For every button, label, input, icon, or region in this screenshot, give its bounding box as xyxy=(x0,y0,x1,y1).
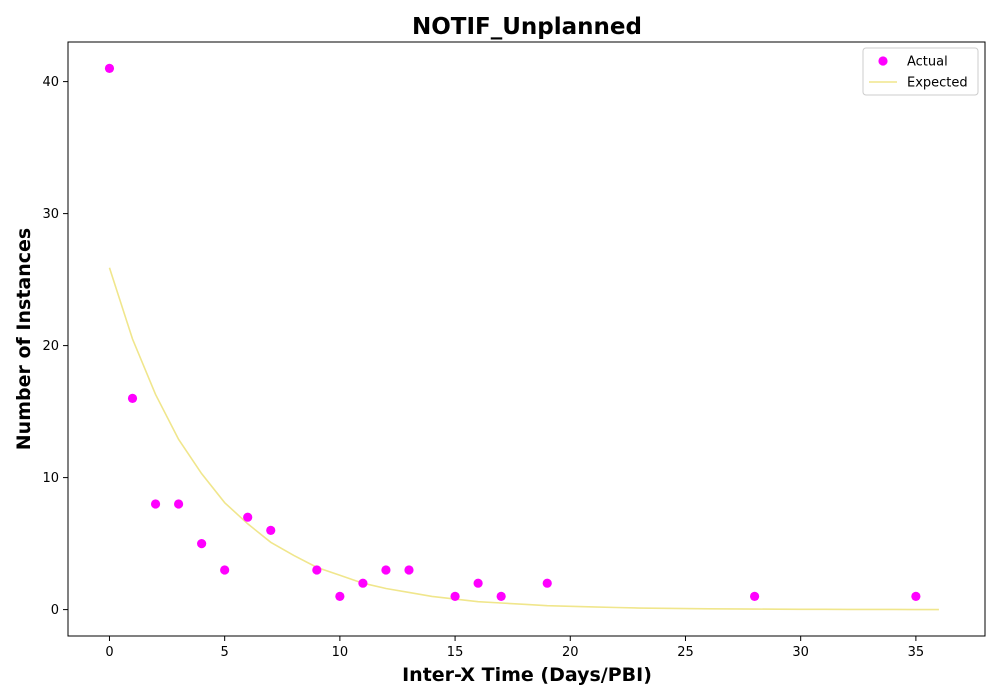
y-tick-label-20: 20 xyxy=(42,339,59,354)
x-tick-label-5: 5 xyxy=(221,645,229,660)
actual-point-6 xyxy=(243,512,253,522)
actual-point-12 xyxy=(404,565,414,575)
y-tick-label-30: 30 xyxy=(42,207,59,222)
expected-line xyxy=(108,267,939,611)
actual-point-7 xyxy=(266,525,276,536)
actual-point-9 xyxy=(335,591,345,602)
plot-area: 0 5 10 15 20 25 30 35 0 10 20 30 40 Actual Expected xyxy=(42,41,986,660)
x-axis-label: Inter-X Time (Days/PBI) xyxy=(402,664,652,686)
actual-point-1 xyxy=(127,393,138,403)
y-tick-label-10: 10 xyxy=(42,471,59,486)
actual-point-15 xyxy=(496,591,506,602)
actual-point-2 xyxy=(150,499,161,509)
actual-point-14 xyxy=(473,578,483,588)
x-tick-label-25: 25 xyxy=(677,645,694,660)
legend-marker-actual xyxy=(878,56,888,66)
actual-point-17 xyxy=(750,591,760,602)
actual-point-8 xyxy=(312,565,322,575)
actual-point-11 xyxy=(381,565,391,575)
x-tick-label-30: 30 xyxy=(792,645,809,660)
actual-point-18 xyxy=(911,591,921,602)
y-tick-label-40: 40 xyxy=(42,75,59,90)
actual-point-5 xyxy=(220,565,230,575)
plot-frame xyxy=(67,41,986,637)
legend-label-expected: Expected xyxy=(907,76,968,91)
x-tick-label-10: 10 xyxy=(332,645,349,660)
actual-point-0 xyxy=(104,63,115,73)
y-tick-label-0: 0 xyxy=(51,603,59,618)
chart-title: NOTIF_Unplanned xyxy=(412,14,642,40)
actual-point-4 xyxy=(197,539,207,549)
legend: Actual Expected xyxy=(862,47,979,96)
actual-point-13 xyxy=(450,591,460,602)
x-tick-label-15: 15 xyxy=(447,645,464,660)
x-tick-label-0: 0 xyxy=(105,645,113,660)
actual-point-16 xyxy=(542,578,552,588)
actual-point-10 xyxy=(358,578,368,588)
actual-point-3 xyxy=(173,499,184,509)
x-tick-label-35: 35 xyxy=(908,645,925,660)
y-axis-label: Number of Instances xyxy=(13,228,35,450)
x-tick-label-20: 20 xyxy=(562,645,579,660)
legend-box xyxy=(862,47,979,96)
legend-label-actual: Actual xyxy=(907,55,948,70)
